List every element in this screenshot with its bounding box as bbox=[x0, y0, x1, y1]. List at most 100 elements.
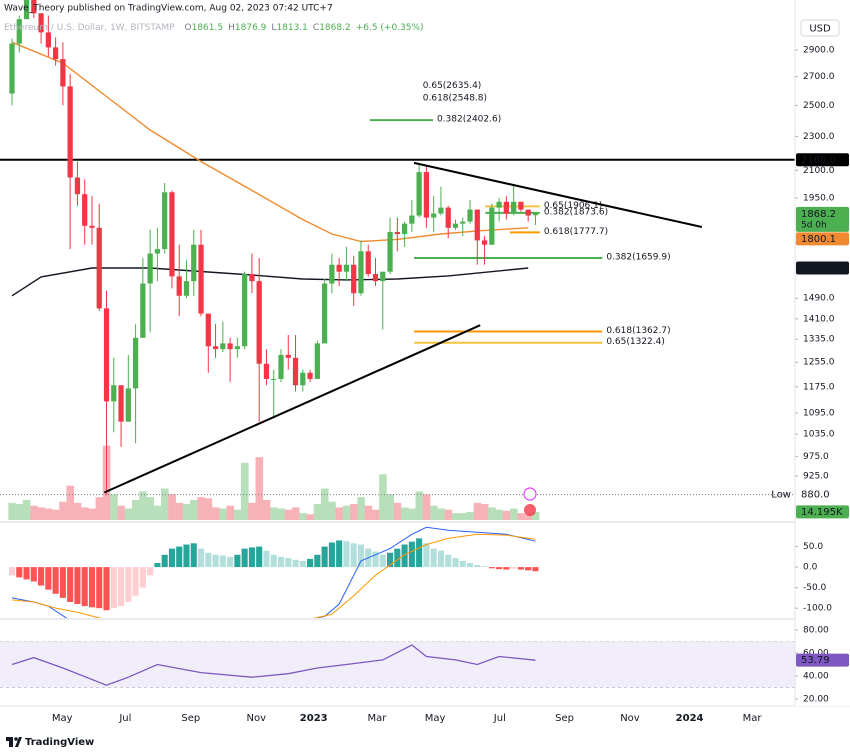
candle-body bbox=[503, 201, 509, 214]
macd-line bbox=[11, 526, 536, 618]
y-tick-label: 1035.0 bbox=[803, 430, 835, 440]
macd-histogram-bar bbox=[234, 554, 241, 568]
volume-bar bbox=[495, 509, 504, 520]
y-tick-label: 1410.0 bbox=[803, 314, 835, 324]
low-marker-label: Low bbox=[771, 490, 791, 501]
y-tick-label: 1335.0 bbox=[803, 335, 835, 345]
legend-ohlc-label: H bbox=[228, 23, 235, 33]
y-tick-label: 60.00 bbox=[803, 649, 829, 659]
macd-histogram-bar bbox=[183, 544, 190, 568]
price-pane: 0.65(2635.4) 0.618(2548.8) 0.382(2402.6) 0.… bbox=[0, 0, 795, 520]
volume-bar bbox=[335, 507, 344, 520]
logo-mark bbox=[15, 737, 22, 747]
volume-bar bbox=[197, 497, 205, 520]
legend-ohlc-label: C bbox=[313, 23, 319, 33]
volume-bar bbox=[342, 505, 351, 520]
candle-body bbox=[191, 244, 197, 282]
candle-body bbox=[423, 172, 430, 218]
volume-bar bbox=[459, 513, 467, 520]
y-tick-label: 50.0 bbox=[803, 542, 823, 552]
x-tick-label: Jul bbox=[493, 713, 506, 724]
macd-histogram-bar bbox=[452, 558, 459, 568]
macd-histogram-bar bbox=[488, 567, 495, 569]
candle-body bbox=[511, 201, 517, 214]
candle-body bbox=[525, 209, 531, 216]
footer-logo bbox=[6, 737, 22, 747]
macd-histogram-bar bbox=[299, 560, 306, 568]
candle-body bbox=[496, 201, 502, 208]
volume-bar bbox=[451, 513, 460, 520]
candle-body bbox=[380, 271, 386, 282]
volume-bar bbox=[444, 509, 453, 520]
macd-histogram-bar bbox=[292, 559, 299, 568]
macd-histogram-bar bbox=[205, 552, 212, 568]
moving-average bbox=[11, 41, 529, 243]
candle-body bbox=[205, 313, 211, 347]
volume-bar bbox=[270, 507, 278, 520]
candle-body bbox=[60, 59, 66, 87]
legend-ohlc-value: 1861.5 bbox=[192, 23, 224, 33]
macd-histogram-bar bbox=[67, 567, 74, 602]
volume-bar bbox=[357, 497, 365, 520]
macd-histogram-bar bbox=[517, 567, 524, 570]
y-tick-label: 1095.0 bbox=[803, 409, 835, 419]
volume-bar bbox=[131, 500, 140, 520]
macd-histogram-bar bbox=[81, 567, 88, 607]
fib-label: 0.618(2548.8) bbox=[423, 94, 487, 104]
price-axis: 2900.02700.02500.02300.02100.01950.01730… bbox=[794, 0, 850, 706]
macd-histogram-bar bbox=[16, 567, 23, 578]
volume-bar bbox=[88, 508, 96, 520]
y-tick-label: 2700.0 bbox=[803, 72, 835, 82]
macd-histogram-bar bbox=[437, 550, 444, 568]
candle-body bbox=[103, 308, 110, 402]
volume-bar bbox=[124, 508, 133, 520]
macd-histogram-bar bbox=[423, 543, 430, 568]
macd-histogram-bar bbox=[219, 555, 226, 568]
countdown: 5d 0h bbox=[801, 220, 827, 230]
candle-body bbox=[401, 223, 408, 235]
flag-icon bbox=[524, 504, 536, 516]
candle-body bbox=[358, 251, 364, 294]
volume-label-box bbox=[796, 505, 849, 519]
candle-body bbox=[38, 13, 44, 33]
y-tick-label: 975.0 bbox=[803, 452, 829, 462]
rsi-pane bbox=[0, 641, 795, 688]
candle-body bbox=[336, 264, 342, 272]
macd-histogram-bar bbox=[503, 567, 510, 570]
macd-histogram-bar bbox=[176, 546, 183, 568]
candle-body bbox=[285, 354, 291, 358]
volume-bar bbox=[430, 505, 438, 520]
macd-histogram-bar bbox=[161, 554, 168, 568]
candle-body bbox=[89, 225, 95, 228]
volume-bar bbox=[139, 491, 147, 520]
volume-bar bbox=[219, 508, 227, 520]
volume-bar bbox=[182, 504, 191, 520]
macd-histogram-bar bbox=[336, 540, 343, 568]
macd-histogram-bar bbox=[110, 567, 117, 609]
volume-bar bbox=[190, 500, 198, 520]
macd-histogram-bar bbox=[372, 551, 379, 568]
candle-body bbox=[351, 264, 357, 294]
last-price: 1868.2 bbox=[801, 209, 836, 220]
y-tick-label: 80.00 bbox=[803, 626, 829, 636]
candle-body bbox=[16, 19, 22, 44]
macd-histogram-bar bbox=[117, 567, 125, 607]
moving-average-label-box bbox=[796, 261, 849, 275]
legend-title: Ethereum / U.S. Dollar, 1W, BITSTAMP bbox=[4, 23, 175, 33]
macd-histogram-bar bbox=[379, 554, 386, 568]
candle-body bbox=[82, 194, 88, 226]
macd-histogram-bar bbox=[8, 567, 16, 576]
logo-mark bbox=[14, 737, 18, 741]
candle-body bbox=[154, 249, 161, 254]
legend-change: +6.5 (+0.35%) bbox=[356, 23, 424, 33]
x-tick-label: Sep bbox=[181, 713, 200, 724]
y-tick-label: 1255.0 bbox=[803, 358, 835, 368]
volume-bar bbox=[117, 505, 125, 520]
volume-bar bbox=[44, 508, 53, 520]
rsi-line bbox=[11, 644, 536, 686]
candle-body bbox=[147, 253, 153, 284]
macd-histogram-bar bbox=[30, 567, 37, 582]
volume-bar bbox=[531, 511, 540, 520]
volume-bar bbox=[30, 505, 38, 520]
candle-body bbox=[198, 244, 204, 314]
